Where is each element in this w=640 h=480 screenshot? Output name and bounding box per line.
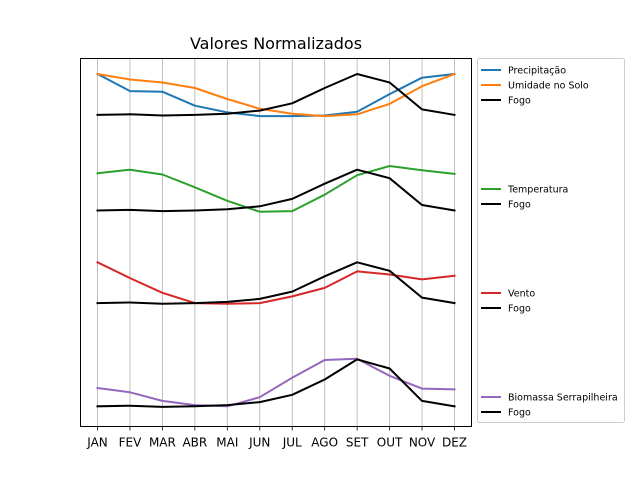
legend-label-fogo: Fogo [508,408,531,419]
x-tick-label-fev: FEV [119,436,142,450]
series-line-fogo-panel-2 [96,168,456,213]
x-tick-label-ago: AGO [311,436,338,450]
legend-label-umidade-no-solo: Umidade no Solo [508,81,589,92]
x-tick-label-nov: NOV [409,436,436,450]
series-line-precipitacao-panel-1 [96,72,456,118]
legend-label-fogo: Fogo [508,304,531,315]
series-line-umidade-no-solo-panel-1 [96,72,456,118]
series-line-fogo-panel-3 [96,261,456,305]
series-line-biomassa-serrapilheira-panel-4 [96,357,456,408]
series-line-temperatura-panel-2 [96,165,456,213]
series-line-vento-panel-3 [96,260,456,305]
x-tick-label-jun: JUN [248,436,270,450]
grid-lines [97,58,455,427]
series-line-fogo-panel-4 [96,358,456,408]
legend-label-fogo: Fogo [508,96,531,107]
x-tick-label-jul: JUL [282,436,302,450]
legend-label-temperatura: Temperatura [507,185,568,196]
series-lines [96,72,456,408]
legend-label-fogo: Fogo [508,200,531,211]
x-tick-label-abr: ABR [182,436,207,450]
chart-title: Valores Normalizados [190,34,362,53]
x-tick-label-mai: MAI [216,436,238,450]
legend-box [477,58,625,423]
x-axis: JAN FEV MAR ABR MAI JUN JUL AGO SET OUT NOV DEZ [86,426,467,450]
legend: Precipitação Umidade no Solo Fogo Temperatu… [477,58,625,423]
plot-frame [80,58,472,427]
legend-label-vento: Vento [508,289,535,300]
x-tick-label-dez: DEZ [442,436,467,450]
x-tick-label-jan: JAN [86,436,108,450]
legend-label-precipitacao: Precipitação [508,66,566,77]
x-tick-label-mar: MAR [149,436,176,450]
series-line-fogo-panel-1 [96,73,456,117]
legend-label-biomassa-serrapilheira: Biomassa Serrapilheira [508,393,618,404]
x-tick-label-out: OUT [377,436,403,450]
x-tick-label-set: SET [346,436,369,450]
